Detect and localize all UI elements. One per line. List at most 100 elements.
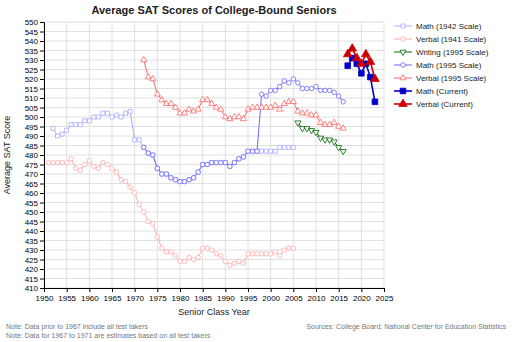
tick-label: 1960 <box>81 294 99 303</box>
point <box>151 153 155 157</box>
point <box>291 77 296 82</box>
point <box>246 149 250 153</box>
point <box>141 56 147 61</box>
point <box>191 257 196 262</box>
grid <box>44 22 384 288</box>
tick: 480 <box>25 151 44 160</box>
tick-label: 2015 <box>330 294 348 303</box>
point <box>291 145 295 149</box>
point <box>105 162 110 167</box>
tick-label: 435 <box>25 237 39 246</box>
point <box>146 151 151 156</box>
legend-item: Verbal (1941 Scale) <box>394 35 487 44</box>
tick-mark <box>40 174 44 175</box>
point <box>142 145 146 149</box>
tick-label: 2005 <box>285 294 303 303</box>
tick-mark <box>40 98 44 99</box>
title: Average SAT Scores of College-Bound Seni… <box>91 4 336 16</box>
point <box>340 125 346 130</box>
point <box>259 92 264 97</box>
tick-label: 465 <box>25 180 39 189</box>
series <box>343 44 379 82</box>
tick: 425 <box>25 256 44 265</box>
point <box>191 176 196 181</box>
tick-mark <box>40 51 44 52</box>
tick-mark <box>89 288 90 292</box>
tick-mark <box>225 288 226 292</box>
tick: 475 <box>25 161 44 170</box>
grid-line-y <box>44 60 384 61</box>
grid-line-y <box>44 41 384 42</box>
tick: 490 <box>25 132 44 141</box>
tick: 450 <box>25 208 44 217</box>
grid-line-y <box>44 50 384 51</box>
tick: 1985 <box>194 288 212 303</box>
annotations: Note: Data prior to 1967 include all tes… <box>6 323 506 339</box>
point <box>200 246 205 251</box>
tick-mark <box>40 269 44 270</box>
point <box>287 81 292 86</box>
tick-label: 2000 <box>262 294 280 303</box>
point <box>155 166 160 171</box>
point <box>110 115 114 119</box>
tick-mark <box>40 155 44 156</box>
tick-label: 475 <box>25 161 39 170</box>
point <box>318 88 323 93</box>
tick: 2015 <box>330 288 348 303</box>
series <box>46 157 295 268</box>
tick: 510 <box>25 94 44 103</box>
point <box>69 157 74 162</box>
point <box>296 81 301 86</box>
tick: 1975 <box>149 288 167 303</box>
point <box>366 57 375 64</box>
tick-label: 495 <box>25 123 39 132</box>
point <box>228 164 233 169</box>
tick-mark <box>40 193 44 194</box>
tick-label: 545 <box>25 28 39 37</box>
point <box>69 123 73 127</box>
point <box>101 111 105 115</box>
point <box>60 132 64 136</box>
point <box>178 179 183 184</box>
tick-mark <box>40 108 44 109</box>
series <box>295 121 346 155</box>
point <box>232 160 237 165</box>
point <box>172 104 178 109</box>
grid-line-y <box>44 278 384 279</box>
grid-line-y <box>44 155 384 156</box>
point <box>55 160 60 165</box>
point <box>173 178 177 182</box>
point <box>340 149 346 154</box>
point <box>287 145 291 149</box>
grid-line-y <box>44 31 384 32</box>
tick-label: 530 <box>25 56 39 65</box>
grid-line-y <box>44 221 384 222</box>
tick-mark <box>293 288 294 292</box>
point <box>74 123 78 127</box>
point <box>169 176 174 181</box>
point <box>92 115 96 119</box>
point <box>300 86 305 91</box>
tick-mark <box>384 288 385 292</box>
point <box>246 149 251 154</box>
point <box>124 111 128 115</box>
tick-mark <box>40 146 44 147</box>
point <box>268 252 273 257</box>
point <box>187 178 191 182</box>
point <box>250 252 255 257</box>
legend-marker <box>399 99 408 106</box>
tick-label: 500 <box>25 113 39 122</box>
point <box>168 100 174 105</box>
tick: 1990 <box>217 288 235 303</box>
point <box>137 202 142 207</box>
point <box>146 151 150 155</box>
tick: 2010 <box>308 288 326 303</box>
tick: 2020 <box>353 288 371 303</box>
point <box>272 102 278 107</box>
point <box>123 179 128 184</box>
grid-line-y <box>44 88 384 89</box>
tick-mark <box>135 288 136 292</box>
point <box>204 96 210 101</box>
tick-mark <box>157 288 158 292</box>
point <box>305 86 310 91</box>
